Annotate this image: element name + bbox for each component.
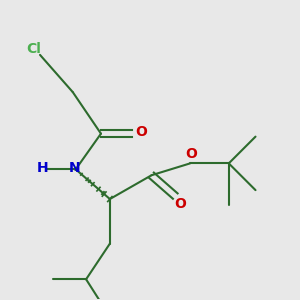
Text: O: O: [186, 148, 197, 161]
Text: Cl: Cl: [27, 42, 41, 56]
Text: O: O: [135, 125, 147, 139]
Text: H: H: [37, 161, 49, 175]
Text: O: O: [174, 196, 186, 211]
Text: N: N: [68, 161, 80, 175]
